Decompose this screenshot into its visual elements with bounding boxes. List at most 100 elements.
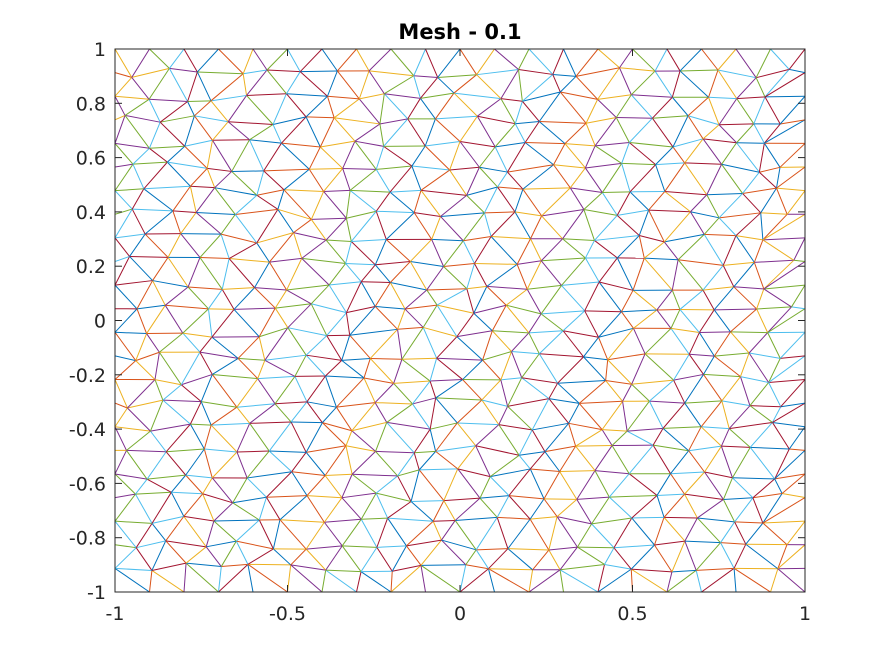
mesh-edge xyxy=(115,95,150,100)
mesh-edge xyxy=(680,69,718,72)
mesh-edge xyxy=(617,209,649,216)
mesh-edge xyxy=(684,493,698,519)
mesh-edge xyxy=(553,164,586,169)
mesh-edge xyxy=(602,429,628,432)
mesh-edge xyxy=(557,382,580,404)
mesh-edge xyxy=(736,142,760,173)
mesh-edge xyxy=(466,195,485,214)
mesh-edge xyxy=(522,187,571,190)
mesh-edge xyxy=(779,331,805,359)
mesh-edge xyxy=(299,49,323,73)
mesh-edge xyxy=(498,424,520,456)
mesh-edge xyxy=(406,539,442,547)
mesh-edge xyxy=(325,360,343,377)
mesh-edge xyxy=(770,49,790,70)
mesh-edge xyxy=(644,257,679,261)
mesh-edge xyxy=(454,520,477,551)
mesh-edge xyxy=(628,142,656,166)
mesh-edge xyxy=(700,426,722,447)
mesh-edge xyxy=(522,91,561,102)
mesh-edge xyxy=(491,236,531,240)
mesh-edge xyxy=(115,473,136,495)
mesh-edge xyxy=(236,451,248,479)
mesh-edge xyxy=(115,520,137,549)
mesh-edge xyxy=(165,540,207,548)
mesh-edge xyxy=(115,256,131,286)
mesh-edge xyxy=(301,239,327,259)
mesh-edge xyxy=(440,212,485,217)
mesh-edge xyxy=(597,49,620,69)
mesh-edge xyxy=(220,540,237,567)
mesh-edge xyxy=(721,142,737,165)
mesh-edge xyxy=(256,189,285,196)
mesh-edge xyxy=(768,382,782,407)
mesh-edge xyxy=(462,359,483,380)
mesh-edge xyxy=(728,405,751,429)
mesh-edge xyxy=(345,241,352,264)
mesh-edge xyxy=(671,289,681,310)
mesh-edge xyxy=(575,429,603,447)
mesh-edge xyxy=(263,170,285,191)
mesh-edge xyxy=(584,145,596,169)
mesh-edge xyxy=(258,497,267,521)
mesh-edge xyxy=(664,190,707,196)
mesh-edge xyxy=(482,359,502,381)
mesh-edge xyxy=(530,238,542,261)
mesh-edge xyxy=(662,402,686,429)
mesh-edge xyxy=(349,328,398,336)
mesh-edge xyxy=(789,68,805,74)
mesh-edge xyxy=(718,217,737,236)
mesh-edge xyxy=(307,495,342,499)
mesh-edge xyxy=(656,495,665,518)
mesh-edge xyxy=(436,357,463,380)
mesh-edge xyxy=(583,208,618,216)
mesh-edge xyxy=(684,162,722,165)
mesh-edge xyxy=(487,568,495,592)
mesh-edge xyxy=(479,166,508,173)
mesh-edge xyxy=(453,92,478,117)
mesh-edge xyxy=(210,94,247,102)
mesh-edge xyxy=(720,521,736,543)
mesh-edge xyxy=(717,49,737,71)
mesh-edge xyxy=(430,379,463,382)
mesh-edge xyxy=(360,518,378,548)
mesh-edge xyxy=(231,170,264,172)
mesh-edge xyxy=(184,139,213,147)
mesh-edge xyxy=(210,424,238,453)
y-axis-ticks: -1 -0.8 -0.6 -0.4 -0.2 0 0.2 0.4 0.6 0.8 1 xyxy=(69,39,805,604)
mesh-edge xyxy=(543,471,561,500)
mesh-edge xyxy=(473,286,488,314)
mesh-edge xyxy=(562,238,586,259)
mesh-edge xyxy=(203,424,212,450)
mesh-edge xyxy=(258,336,266,361)
mesh-edge xyxy=(345,263,362,283)
mesh-edge xyxy=(232,502,260,521)
mesh-edge xyxy=(165,304,209,310)
mesh-edge xyxy=(492,330,529,334)
mesh-edge xyxy=(457,445,477,470)
mesh-edge xyxy=(497,171,508,188)
mesh-edge xyxy=(431,239,445,267)
mesh-edge xyxy=(183,515,214,522)
mesh-edge xyxy=(714,308,757,311)
mesh-edge xyxy=(322,406,337,423)
mesh-edge xyxy=(594,117,617,147)
mesh-edge xyxy=(212,140,233,172)
mesh-edge xyxy=(256,232,294,244)
mesh-edge xyxy=(479,495,510,499)
mesh-edge xyxy=(375,211,387,240)
mesh-edge xyxy=(213,502,234,522)
mesh-edge xyxy=(473,312,493,332)
mesh-edge xyxy=(228,242,258,259)
mesh-edge xyxy=(663,426,702,429)
mesh-edge xyxy=(629,164,656,193)
mesh-edge xyxy=(185,562,219,592)
mesh-edge xyxy=(218,566,222,592)
mesh-edge xyxy=(115,567,152,571)
mesh-edge xyxy=(287,49,301,72)
mesh-edge xyxy=(702,124,720,140)
mesh-edge xyxy=(411,145,426,167)
mesh-edge xyxy=(732,447,751,479)
mesh-edge xyxy=(631,383,650,402)
mesh-edge xyxy=(194,115,229,123)
